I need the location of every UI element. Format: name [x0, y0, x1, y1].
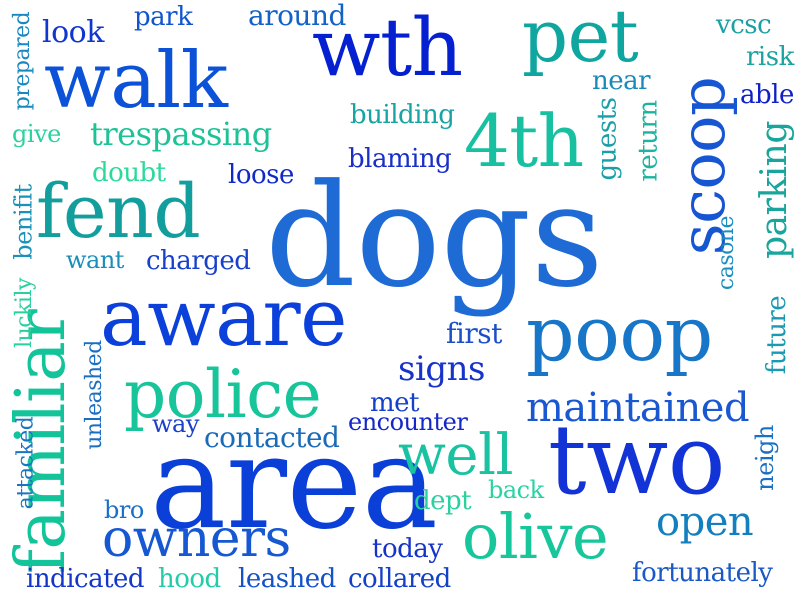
- word-charged: charged: [146, 246, 251, 276]
- word-police: police: [124, 356, 322, 433]
- word-trespassing: trespassing: [90, 115, 272, 153]
- word-able: able: [740, 80, 794, 110]
- word-area: area: [150, 409, 438, 558]
- word-building: building: [350, 100, 455, 130]
- word-prepared: prepared: [10, 11, 36, 111]
- word-around: around: [248, 0, 346, 32]
- word-neigh: neigh: [750, 425, 779, 491]
- word-blaming: blaming: [348, 144, 452, 174]
- word-bro: bro: [104, 496, 144, 524]
- word-future: future: [762, 295, 793, 375]
- word-poop: poop: [526, 289, 713, 378]
- word-luckily: luckily: [11, 278, 37, 348]
- word-fortunately: fortunately: [632, 558, 773, 588]
- word-doubt: doubt: [92, 158, 166, 188]
- word-owners: owners: [102, 509, 291, 569]
- word-signs: signs: [398, 349, 485, 389]
- word-collared: collared: [348, 564, 451, 594]
- word-unleashed: unleashed: [81, 340, 107, 450]
- word-contacted: contacted: [204, 421, 340, 454]
- word-maintained: maintained: [526, 385, 750, 431]
- word-park: park: [134, 2, 193, 32]
- word-vcsc: vcsc: [716, 10, 772, 40]
- word-hood: hood: [158, 564, 221, 594]
- word-risk: risk: [746, 42, 794, 72]
- word-dept: dept: [414, 486, 472, 516]
- word-fend: fend: [36, 169, 201, 255]
- word-olive: olive: [462, 500, 609, 573]
- word-aware: aware: [100, 271, 347, 364]
- word-indicated: indicated: [26, 564, 145, 594]
- word-first: first: [446, 317, 502, 350]
- word-want: want: [66, 246, 124, 274]
- word-benifit: benifit: [9, 184, 38, 260]
- word-4th: 4th: [464, 99, 584, 183]
- word-encounter: encounter: [348, 408, 468, 436]
- word-well: well: [398, 423, 513, 488]
- word-parking: parking: [753, 121, 795, 259]
- word-leashed: leashed: [238, 564, 336, 594]
- word-today: today: [372, 534, 443, 564]
- word-dogs: dogs: [265, 154, 604, 319]
- word-near: near: [592, 66, 651, 96]
- word-casone: casone: [714, 215, 740, 291]
- word-open: open: [656, 499, 754, 545]
- word-wth: wth: [312, 1, 463, 94]
- word-back: back: [488, 476, 544, 504]
- word-loose: loose: [228, 160, 294, 190]
- word-walk: walk: [44, 36, 228, 126]
- word-guests: guests: [592, 97, 623, 181]
- word-way: way: [152, 410, 199, 438]
- word-pet: pet: [522, 0, 639, 78]
- word-return: return: [633, 100, 664, 182]
- word-look: look: [42, 15, 104, 50]
- word-met: met: [370, 388, 420, 418]
- word-two: two: [548, 404, 726, 516]
- word-give: give: [12, 120, 61, 148]
- word-attacked: attacked: [13, 416, 39, 510]
